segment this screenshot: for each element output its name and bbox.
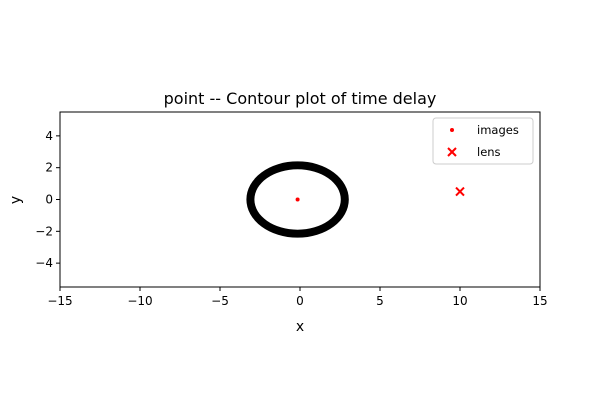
lens-point xyxy=(455,186,465,197)
x-tick-label: 15 xyxy=(532,294,547,308)
x-tick-label: 5 xyxy=(376,294,384,308)
legend-marker-images xyxy=(450,128,454,132)
x-tick-label: −10 xyxy=(127,294,152,308)
x-tick-label: −15 xyxy=(47,294,72,308)
chart-title: point -- Contour plot of time delay xyxy=(164,89,437,108)
legend-label-images: images xyxy=(477,123,519,137)
y-tick-label: −4 xyxy=(35,256,53,270)
y-tick-label: −2 xyxy=(35,224,53,238)
legend: images lens xyxy=(432,117,534,165)
x-axis-label: x xyxy=(296,319,304,335)
lens-x-stroke xyxy=(455,186,465,197)
legend-marker-lens xyxy=(447,147,457,157)
y-tick-label: 0 xyxy=(45,193,53,207)
x-tick-label: 10 xyxy=(452,294,467,308)
x-tick-label: −5 xyxy=(211,294,229,308)
x-tick-label: 0 xyxy=(296,294,304,308)
legend-box xyxy=(432,117,534,165)
x-axis-ticks: −15 −10 −5 0 5 10 15 xyxy=(47,287,548,308)
legend-label-lens: lens xyxy=(477,145,501,159)
y-axis-ticks: −4 −2 0 2 4 xyxy=(35,129,60,270)
marks-layer xyxy=(295,186,465,202)
image-point xyxy=(295,197,300,202)
y-tick-label: 4 xyxy=(45,129,53,143)
legend-x-stroke xyxy=(447,147,457,157)
y-axis-label: y xyxy=(8,196,24,204)
y-tick-label: 2 xyxy=(45,161,53,175)
